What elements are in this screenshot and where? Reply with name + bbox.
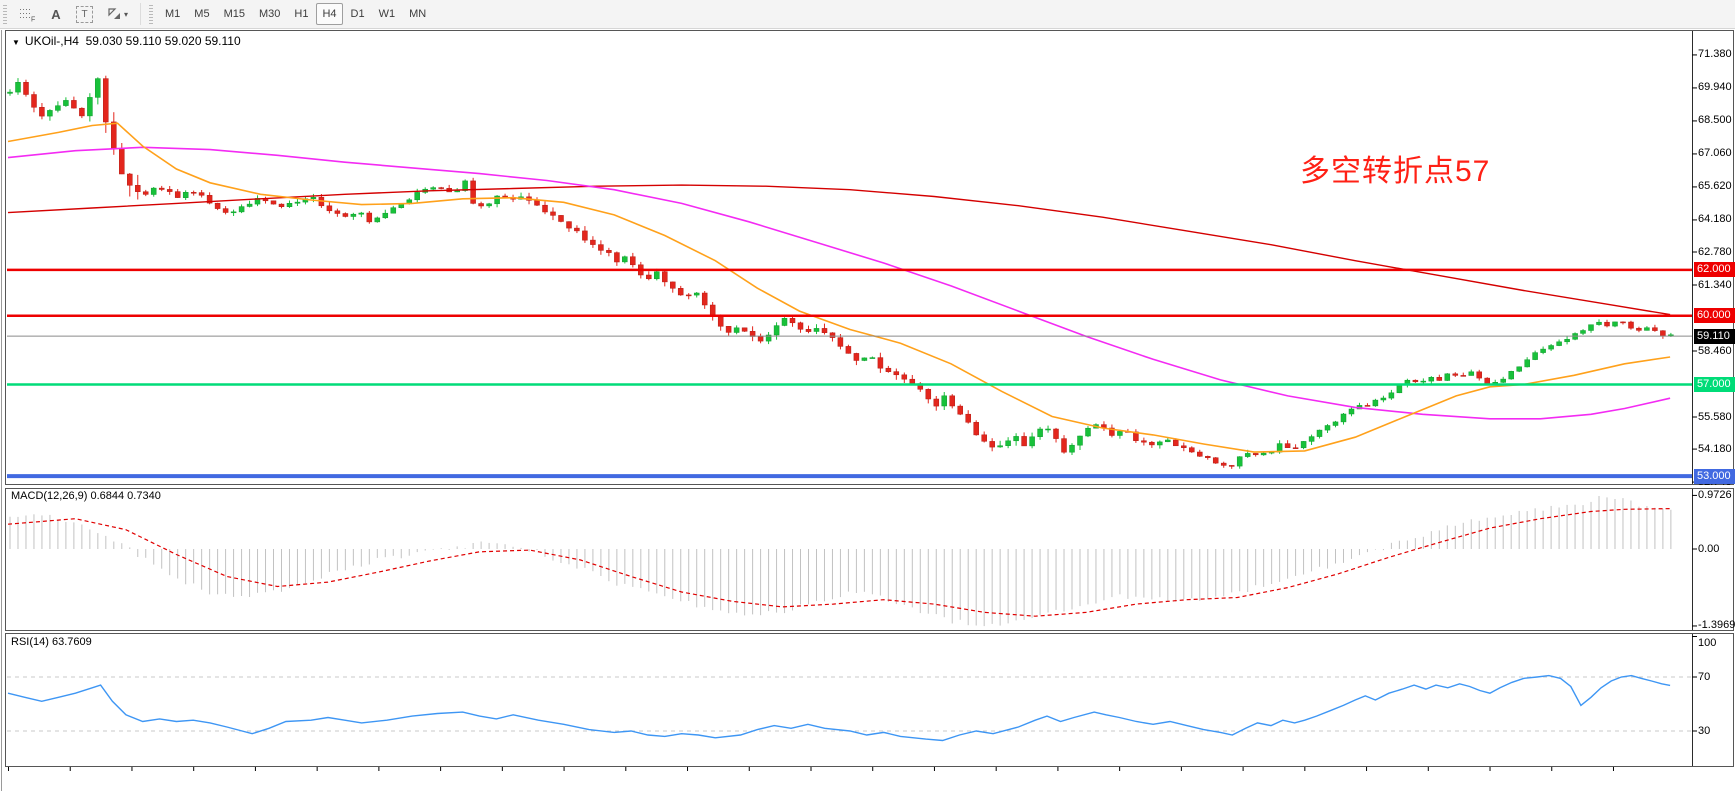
text-tool-icon: A <box>51 6 61 22</box>
timeframe-m5-button[interactable]: M5 <box>188 3 215 25</box>
timeframe-m1-button[interactable]: M1 <box>159 3 186 25</box>
main-toolbar: F A T ▾ M1 M5 M15 M30 H1 H4 D1 W1 MN <box>0 0 1735 29</box>
timeframe-drag-handle[interactable] <box>149 4 154 24</box>
window-left-border <box>1 30 2 791</box>
fibonacci-icon: F <box>20 8 35 22</box>
timeframe-h1-button[interactable]: H1 <box>288 3 314 25</box>
macd-panel[interactable] <box>5 488 1734 631</box>
text-label-tool-button[interactable]: T <box>70 3 99 25</box>
chart-annotation-text: 多空转折点57 <box>1300 155 1491 188</box>
timeframe-w1-button[interactable]: W1 <box>373 3 402 25</box>
macd-indicator-label: MACD(12,26,9) 0.6844 0.7340 <box>11 490 161 502</box>
fibonacci-retracement-button[interactable]: F <box>13 3 42 25</box>
timeframe-m30-button[interactable]: M30 <box>253 3 286 25</box>
symbol-dropdown-icon[interactable]: ▼ <box>12 38 20 47</box>
rsi-indicator-label: RSI(14) 63.7609 <box>11 636 92 648</box>
svg-text:F: F <box>31 16 35 22</box>
toolbar-separator <box>140 3 142 25</box>
ohlc-values: 59.030 59.110 59.020 59.110 <box>85 34 241 48</box>
text-tool-button[interactable]: A <box>44 3 68 25</box>
arrows-icon <box>108 8 120 19</box>
price-chart-panel[interactable] <box>5 30 1734 485</box>
arrows-dropdown-caret[interactable]: ▾ <box>124 9 129 19</box>
timeframe-mn-button[interactable]: MN <box>403 3 432 25</box>
rsi-panel[interactable] <box>5 633 1734 767</box>
symbol-period-label: UKOil-,H4 <box>24 34 79 48</box>
timeframe-d1-button[interactable]: D1 <box>345 3 371 25</box>
timeframe-h4-button[interactable]: H4 <box>316 3 343 25</box>
timeframe-m15-button[interactable]: M15 <box>218 3 251 25</box>
text-label-icon: T <box>76 5 93 23</box>
chart-title: ▼ UKOil-,H4 59.030 59.110 59.020 59.110 <box>12 34 241 48</box>
toolbar-drag-handle[interactable] <box>3 4 7 24</box>
arrows-tool-button[interactable]: ▾ <box>101 3 134 25</box>
